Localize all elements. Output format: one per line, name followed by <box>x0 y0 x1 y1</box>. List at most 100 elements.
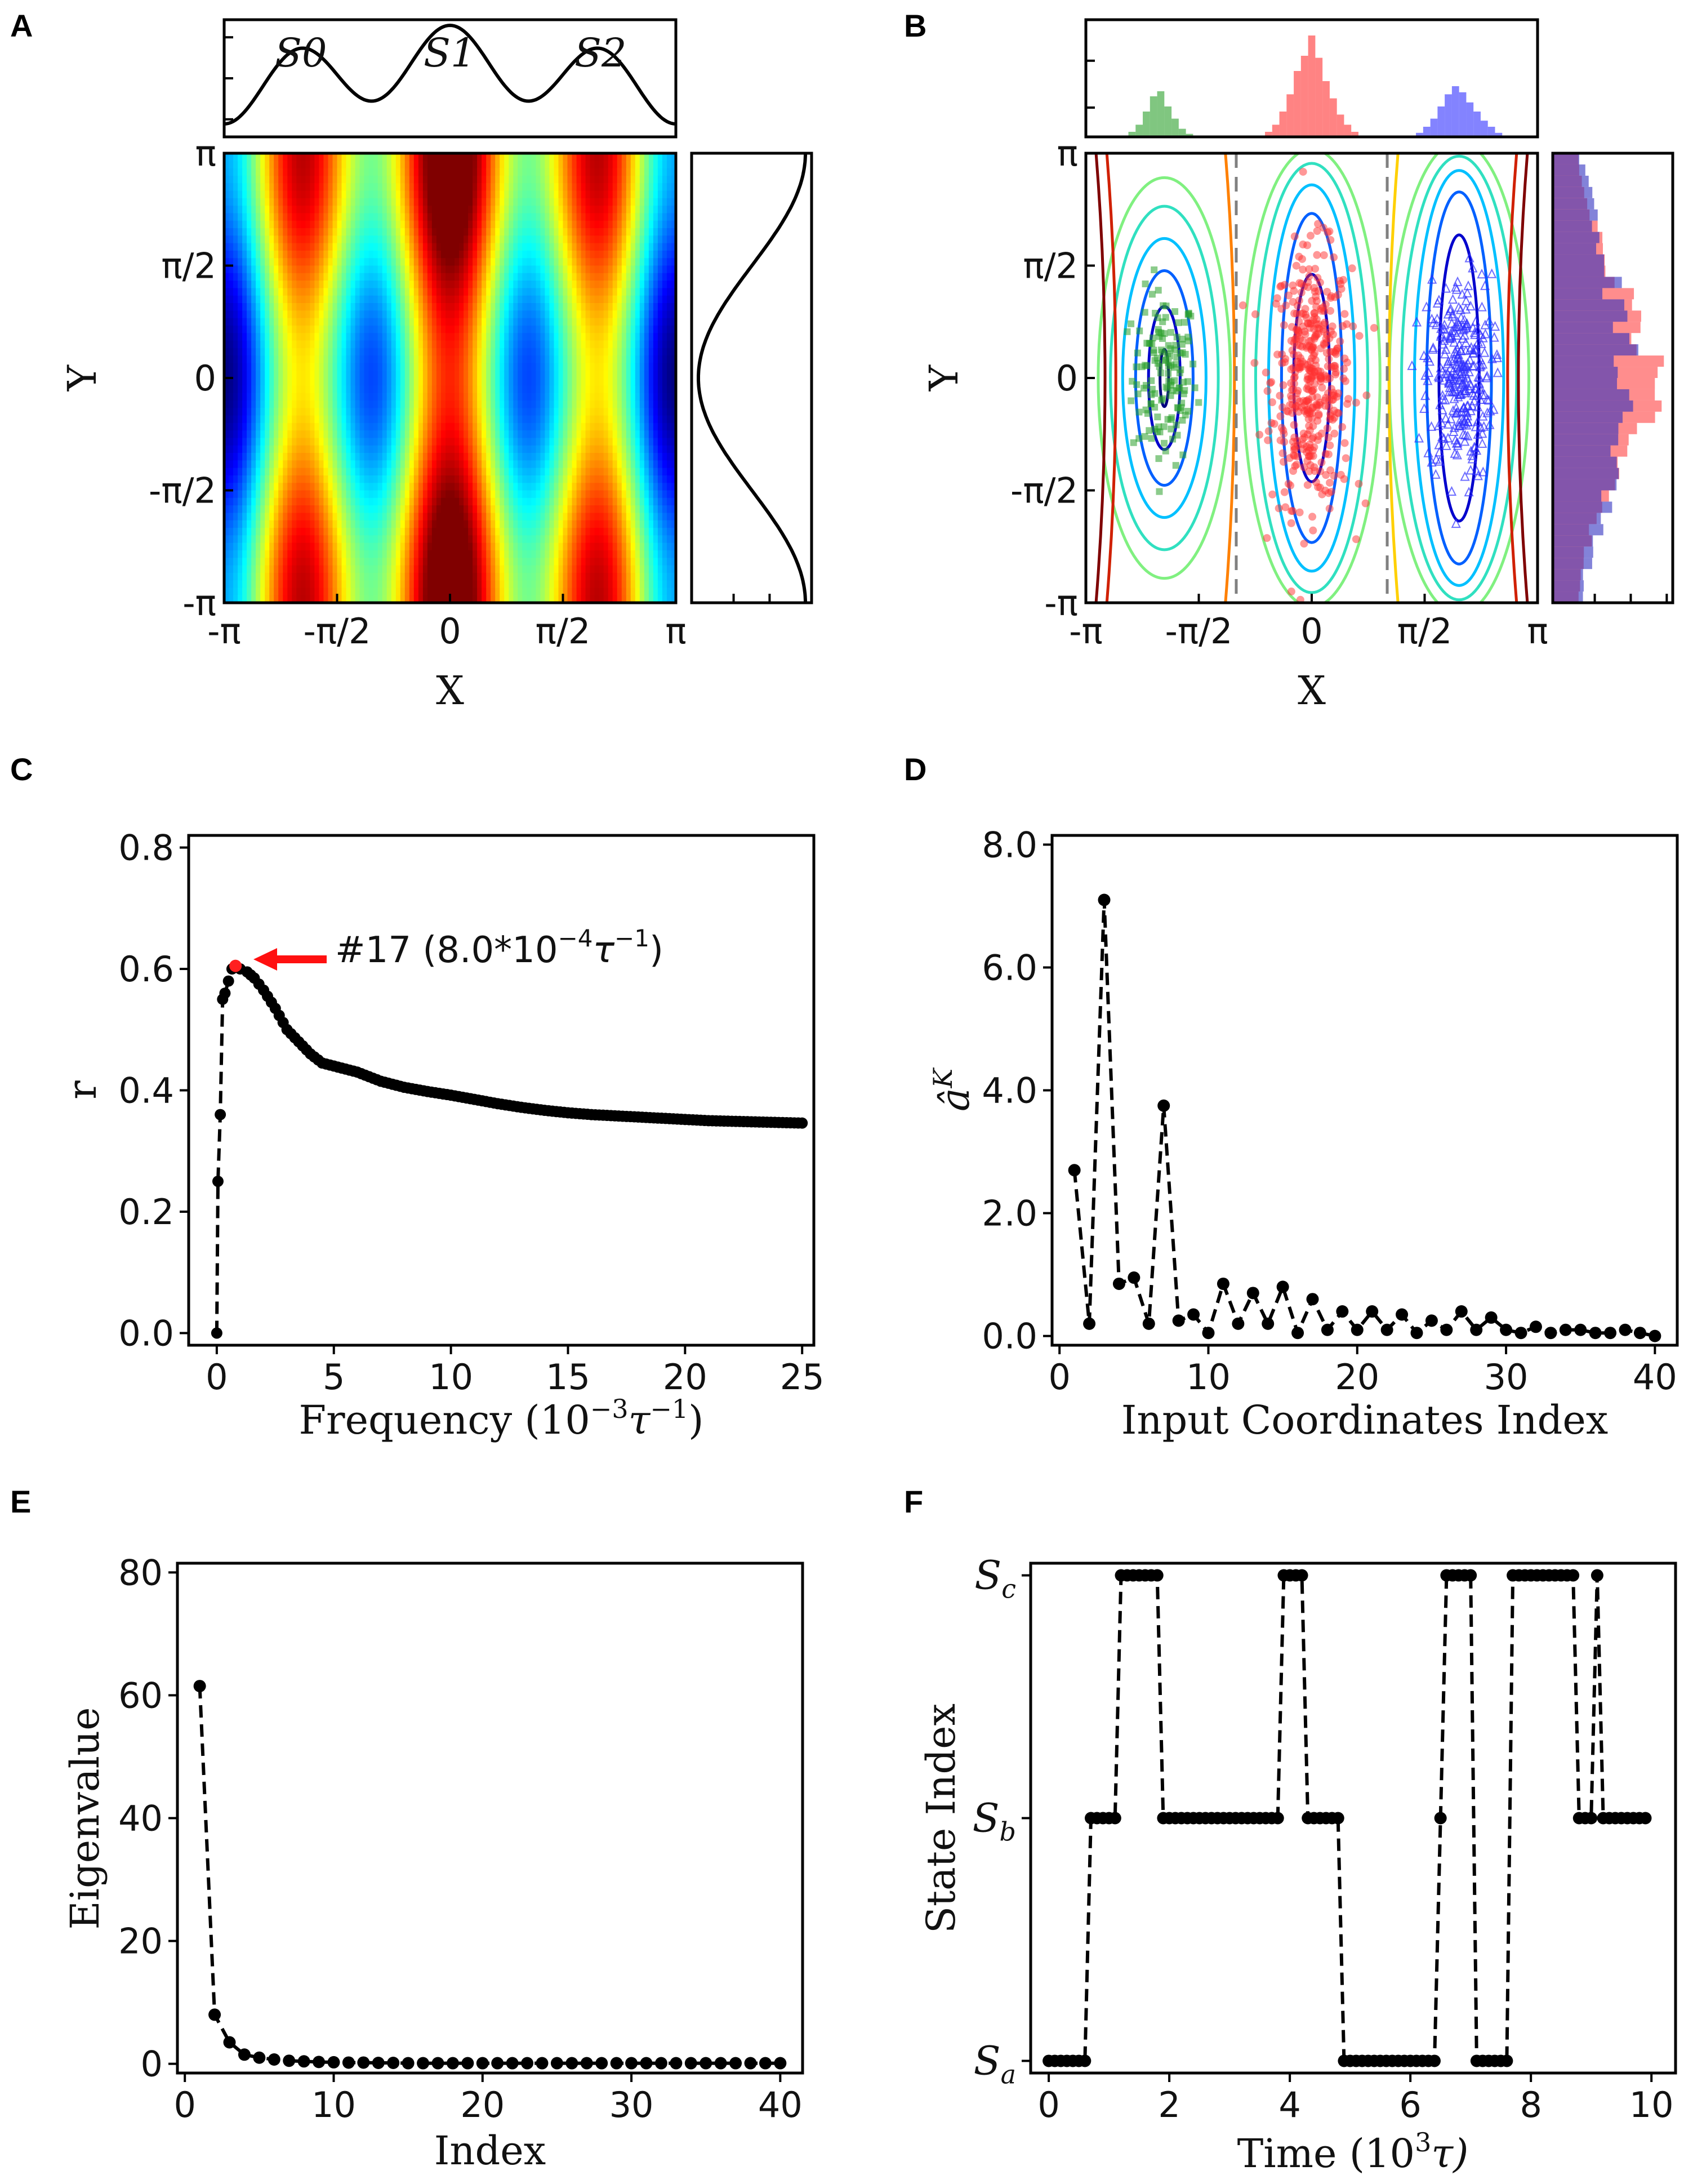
heatmap-cell <box>242 490 247 499</box>
heatmap-cell <box>554 183 559 192</box>
heatmap-cell <box>500 595 505 603</box>
heatmap-cell <box>355 295 360 304</box>
heatmap-cell <box>455 235 460 244</box>
heatmap-cell <box>572 228 577 237</box>
heatmap-cell <box>328 422 333 431</box>
heatmap-cell <box>459 572 464 581</box>
heatmap-cell <box>224 198 229 206</box>
heatmap-cell <box>350 161 356 169</box>
heatmap-cell <box>518 220 523 229</box>
heatmap-cell <box>436 497 442 506</box>
heatmap-cell <box>418 295 424 304</box>
heatmap-cell <box>350 453 356 461</box>
heatmap-cell <box>301 535 306 544</box>
heatmap-cell <box>337 310 342 319</box>
heatmap-cell <box>305 153 311 162</box>
heatmap-cell <box>527 378 532 386</box>
heatmap-cell <box>585 535 591 544</box>
heatmap-cell <box>247 273 252 281</box>
heatmap-cell <box>373 206 378 214</box>
heatmap-cell <box>386 303 392 312</box>
heatmap-cell <box>359 460 365 469</box>
heatmap-cell <box>585 258 591 266</box>
heatmap-cell <box>504 325 509 333</box>
heatmap-cell <box>350 415 356 424</box>
heatmap-cell <box>346 513 351 521</box>
heatmap-cell <box>495 228 500 237</box>
heatmap-cell <box>581 385 586 394</box>
heatmap-cell <box>545 190 550 199</box>
heatmap-cell <box>468 281 473 289</box>
heatmap-cell <box>391 363 397 371</box>
heatmap-cell <box>554 168 559 176</box>
heatmap-cell <box>409 542 415 551</box>
heatmap-cell <box>274 206 279 214</box>
heatmap-cell <box>233 355 238 364</box>
heatmap-cell <box>418 243 424 251</box>
heatmap-cell <box>445 528 451 536</box>
heatmap-cell <box>341 453 347 461</box>
heatmap-cell <box>585 393 591 401</box>
heatmap-cell <box>274 445 279 453</box>
heatmap-cell <box>400 572 406 581</box>
heatmap-cell <box>386 273 392 281</box>
heatmap-cell <box>558 415 564 424</box>
heatmap-cell <box>251 370 256 379</box>
heatmap-cell <box>504 213 509 221</box>
heatmap-cell <box>310 468 315 476</box>
heatmap-cell <box>431 497 437 506</box>
heatmap-cell <box>283 265 288 274</box>
heatmap-cell <box>445 265 451 274</box>
heatmap-cell <box>337 183 342 192</box>
heatmap-cell <box>238 415 243 424</box>
heatmap-cell <box>431 355 437 364</box>
heatmap-cell <box>332 370 338 379</box>
heatmap-cell <box>504 295 509 304</box>
heatmap-cell <box>305 378 311 386</box>
heatmap-cell <box>386 445 392 453</box>
heatmap-cell <box>404 400 410 408</box>
heatmap-cell <box>346 430 351 439</box>
heatmap-cell <box>404 310 410 319</box>
heatmap-cell <box>287 303 293 312</box>
heatmap-cell <box>468 295 473 304</box>
heatmap-cell <box>482 422 487 431</box>
heatmap-cell <box>247 400 252 408</box>
heatmap-cell <box>386 220 392 229</box>
heatmap-cell <box>278 348 283 356</box>
heatmap-cell <box>377 595 383 603</box>
heatmap-cell <box>301 415 306 424</box>
heatmap-cell <box>522 438 528 446</box>
heatmap-cell <box>386 333 392 341</box>
heatmap-cell <box>224 363 229 371</box>
heatmap-cell <box>486 565 491 573</box>
heatmap-cell <box>337 415 342 424</box>
heatmap-cell <box>477 550 482 558</box>
heatmap-cell <box>436 460 442 469</box>
heatmap-cell <box>287 333 293 341</box>
heatmap-cell <box>278 378 283 386</box>
heatmap-cell <box>413 198 419 206</box>
heatmap-cell <box>287 565 293 573</box>
heatmap-cell <box>314 542 320 551</box>
heatmap-cell <box>364 175 369 184</box>
heatmap-cell <box>540 340 546 349</box>
heatmap-cell <box>301 400 306 408</box>
heatmap-cell <box>238 355 243 364</box>
heatmap-cell <box>283 370 288 379</box>
heatmap-cell <box>310 445 315 453</box>
heatmap-cell <box>422 542 428 551</box>
heatmap-cell <box>468 565 473 573</box>
heatmap-cell <box>400 258 406 266</box>
heatmap-cell <box>468 190 473 199</box>
heatmap-cell <box>229 513 234 521</box>
heatmap-cell <box>549 183 555 192</box>
heatmap-cell <box>377 370 383 379</box>
heatmap-cell <box>518 497 523 506</box>
heatmap-cell <box>251 558 256 566</box>
heatmap-cell <box>486 558 491 566</box>
heatmap-cell <box>590 213 595 221</box>
heatmap-cell <box>350 363 356 371</box>
heatmap-cell <box>418 490 424 499</box>
heatmap-cell <box>391 206 397 214</box>
